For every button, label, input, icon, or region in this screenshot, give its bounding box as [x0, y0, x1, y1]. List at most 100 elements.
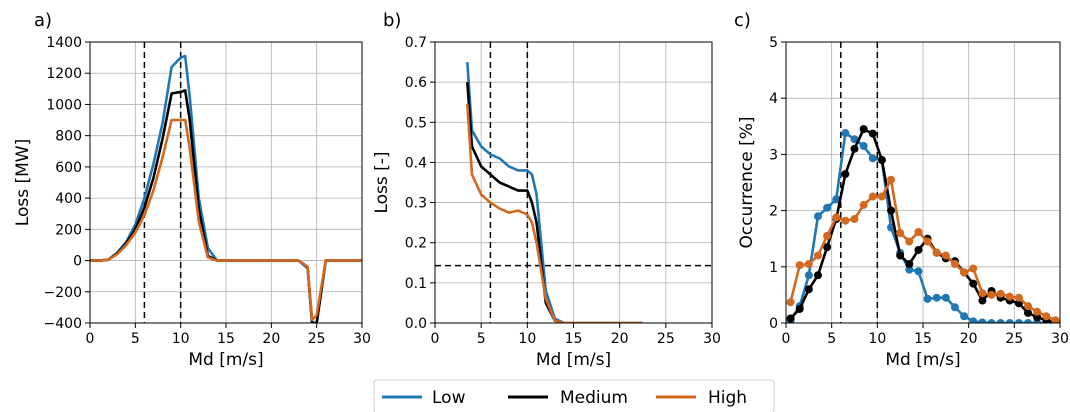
data-point-low [868, 154, 877, 163]
data-point-medium [905, 259, 914, 268]
data-point-high [941, 251, 950, 260]
panel-2: 0 5 10 15 20 25 30 0.0 0.1 0.2 0.3 0.4 0.5 0.6 0.7 Md [… [372, 10, 721, 370]
y-tick-label: 600 [55, 160, 82, 176]
y-tick-label: 4 [769, 91, 778, 107]
y-tick-label: 0 [73, 254, 82, 270]
data-point-low [996, 319, 1005, 323]
x-axis-label: Md [m/s] [885, 350, 960, 370]
y-tick-label: 5 [769, 35, 778, 51]
data-point-high [969, 264, 978, 273]
data-point-low [950, 303, 959, 312]
series-group [90, 54, 362, 323]
data-point-low [850, 135, 859, 144]
y-tick-label: 0.0 [405, 316, 427, 332]
series-group [466, 61, 643, 323]
data-point-high [960, 268, 969, 277]
y-tick-label: 1 [769, 260, 778, 276]
data-point-high [905, 237, 914, 246]
data-point-medium [1014, 299, 1023, 308]
data-point-high [877, 192, 886, 201]
x-tick-label: 20 [960, 331, 978, 347]
series-line-high [90, 118, 362, 322]
data-point-medium [786, 314, 795, 323]
x-tick-label: 0 [431, 331, 440, 347]
data-point-low [960, 312, 969, 321]
data-point-low [987, 319, 996, 323]
ticks: 0 5 10 15 20 25 30 −400 −200 0 200 400 600 800 1000 120… [44, 35, 371, 347]
x-tick-label: 0 [86, 331, 95, 347]
data-point-low [923, 294, 932, 303]
data-point-medium [877, 156, 886, 165]
data-point-high [868, 192, 877, 201]
reference-lines [435, 42, 712, 323]
data-point-high [1033, 307, 1042, 316]
y-tick-label: 1200 [46, 66, 82, 82]
legend-label-medium: Medium [560, 388, 628, 408]
x-tick-label: 5 [131, 331, 140, 347]
y-tick-label: −200 [44, 285, 82, 301]
legend-label-high: High [708, 388, 747, 408]
reference-lines [840, 42, 879, 323]
legend: Low Medium High [373, 379, 775, 412]
data-point-high [841, 216, 850, 225]
data-point-high [1051, 316, 1060, 323]
x-tick-label: 15 [565, 331, 583, 347]
data-point-low [832, 195, 841, 204]
y-tick-label: 0.4 [405, 155, 427, 171]
data-point-low [813, 212, 822, 221]
panel-label: c) [734, 10, 751, 31]
y-tick-label: −400 [44, 316, 82, 332]
data-point-low [1005, 319, 1014, 323]
legend-label-low: Low [432, 388, 466, 408]
data-point-low [932, 293, 941, 302]
y-tick-label: 3 [769, 147, 778, 163]
ticks: 0 5 10 15 20 25 30 0.0 0.1 0.2 0.3 0.4 0.5 0.6 0.7 [405, 35, 721, 347]
data-point-medium [813, 271, 822, 280]
data-point-high [850, 215, 859, 224]
y-tick-label: 2 [769, 204, 778, 220]
x-tick-label: 25 [308, 331, 326, 347]
data-point-high [896, 229, 905, 238]
x-tick-label: 15 [914, 331, 932, 347]
y-tick-label: 1400 [46, 35, 82, 51]
x-tick-label: 10 [172, 331, 190, 347]
y-tick-label: 800 [55, 129, 82, 145]
data-point-high [832, 213, 841, 222]
data-point-high [987, 290, 996, 299]
x-tick-label: 10 [518, 331, 536, 347]
x-tick-label: 5 [827, 331, 836, 347]
series-group [786, 125, 1060, 323]
y-tick-label: 0 [769, 316, 778, 332]
data-point-low [841, 129, 850, 138]
data-point-low [941, 293, 950, 302]
reference-lines [143, 42, 182, 323]
data-point-high [887, 175, 896, 184]
y-axis-label: Occurrence [%] [737, 116, 757, 248]
grid [785, 41, 1061, 324]
data-point-high [950, 259, 959, 268]
data-point-high [978, 289, 987, 298]
data-point-medium [1033, 313, 1042, 322]
data-point-high [823, 231, 832, 240]
data-point-high [996, 289, 1005, 298]
panel-1: 0 5 10 15 20 25 30 −400 −200 0 200 400 600 800 1000 120… [13, 10, 371, 370]
data-point-high [786, 298, 795, 307]
x-tick-label: 25 [1005, 331, 1023, 347]
data-point-medium [1024, 308, 1033, 317]
y-tick-label: 0.6 [405, 75, 427, 91]
data-point-high [1042, 312, 1051, 321]
y-tick-label: 0.2 [405, 236, 427, 252]
x-tick-label: 30 [353, 331, 371, 347]
x-tick-label: 25 [657, 331, 675, 347]
x-tick-label: 30 [703, 331, 721, 347]
data-point-high [923, 237, 932, 246]
x-tick-label: 20 [611, 331, 629, 347]
data-point-high [795, 261, 804, 270]
ticks: 0 5 10 15 20 25 30 0 1 2 3 4 5 [769, 35, 1069, 347]
data-point-high [813, 251, 822, 260]
y-tick-label: 0.1 [405, 276, 427, 292]
x-tick-label: 20 [262, 331, 280, 347]
data-point-low [978, 318, 987, 323]
data-point-high [859, 200, 868, 209]
